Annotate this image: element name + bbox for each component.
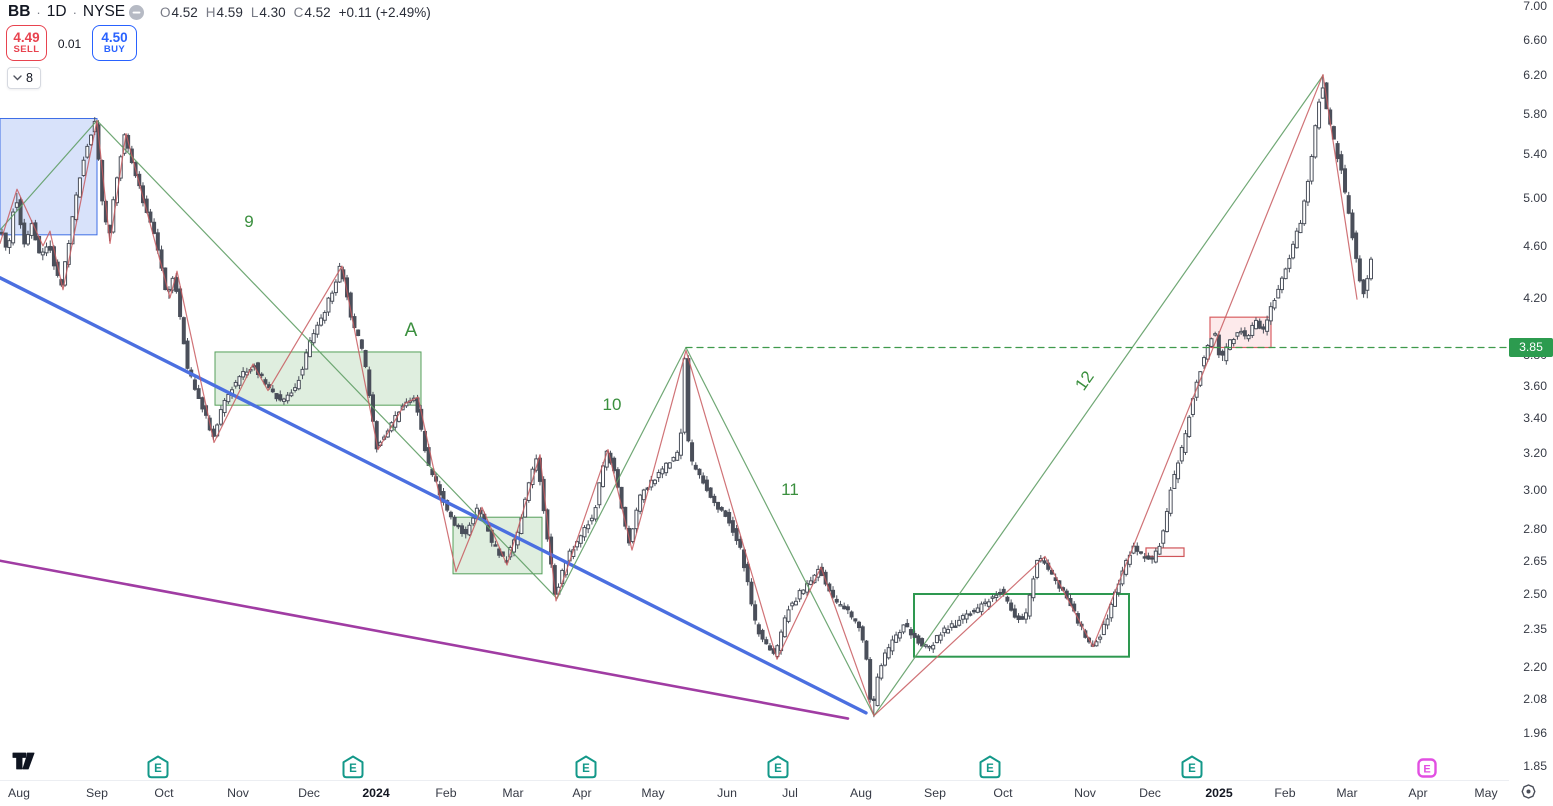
trendline-purple[interactable] — [0, 559, 850, 720]
time-tick-mar: Mar — [1336, 786, 1358, 800]
earnings-icon[interactable]: E — [342, 755, 365, 784]
earnings-icon[interactable]: E — [1181, 755, 1204, 784]
buy-button[interactable]: 4.50 BUY — [92, 25, 137, 61]
price-axis[interactable]: 7.006.606.205.805.405.004.604.203.803.60… — [1509, 0, 1553, 780]
price-tick: 3.20 — [1523, 446, 1547, 461]
price-tick: 5.00 — [1523, 191, 1547, 206]
time-tick-may: May — [641, 786, 665, 800]
earnings-icon[interactable]: E — [767, 755, 790, 784]
time-tick-2024: 2024 — [362, 786, 390, 800]
bar-replay-count-button[interactable]: 8 — [7, 67, 41, 89]
price-tick: 2.08 — [1523, 692, 1547, 706]
svg-text:E: E — [349, 763, 357, 775]
earnings-icon[interactable]: E — [1417, 758, 1437, 783]
price-tick: 7.00 — [1523, 0, 1547, 14]
svg-text:E: E — [1188, 763, 1196, 775]
svg-text:E: E — [154, 763, 162, 775]
price-tick: 3.60 — [1523, 378, 1547, 393]
open-value: 4.52 — [171, 5, 198, 20]
interval-label: 1D — [46, 3, 67, 20]
gear-icon[interactable] — [1521, 784, 1536, 804]
time-tick-sep: Sep — [924, 786, 946, 800]
earnings-icon[interactable]: E — [979, 755, 1002, 784]
separator-dot: · — [36, 4, 41, 20]
price-tick: 4.20 — [1523, 290, 1547, 305]
time-tick-nov: Nov — [227, 786, 249, 800]
green-box-autumn[interactable] — [913, 593, 1130, 658]
svg-text:E: E — [986, 763, 994, 775]
time-tick-dec: Dec — [1139, 786, 1161, 800]
price-tick: 4.60 — [1523, 238, 1547, 253]
trendline-blue[interactable] — [0, 276, 868, 715]
time-tick-aug: Aug — [8, 786, 30, 800]
time-axis[interactable]: Aug Sep Oct Nov Dec 2024 Feb Mar Apr May Jun Jul Aug… — [0, 780, 1553, 806]
price-level-label: 3.85 — [1509, 338, 1553, 357]
wave-label-11: 11 — [781, 479, 799, 499]
sell-button[interactable]: 4.49 SELL — [6, 25, 47, 61]
axis-corner — [1509, 780, 1553, 806]
price-tick: 2.50 — [1523, 587, 1547, 601]
time-tick-apr: Apr — [572, 786, 592, 800]
price-tick: 2.65 — [1523, 553, 1547, 568]
time-tick-apr: Apr — [1408, 786, 1428, 800]
time-tick-oct: Oct — [154, 786, 174, 800]
wave-zigzag-green[interactable] — [0, 74, 1324, 717]
sell-price: 4.49 — [13, 29, 40, 45]
wave-label-10: 10 — [602, 395, 622, 415]
red-box-small[interactable] — [1145, 547, 1185, 558]
time-tick-dec: Dec — [298, 786, 320, 800]
time-tick-mar: Mar — [502, 786, 524, 800]
ohlc-values: O4.52 H4.59 L4.30 C4.52 +0.11 (+2.49%) — [160, 5, 431, 20]
svg-text:E: E — [582, 763, 590, 775]
high-value: 4.59 — [216, 5, 243, 20]
earnings-icon[interactable]: E — [147, 755, 170, 784]
green-box-nov[interactable] — [214, 351, 422, 406]
svg-text:E: E — [774, 763, 782, 775]
price-tick: 6.60 — [1523, 32, 1547, 47]
pivot-zigzag-red[interactable] — [0, 73, 1358, 717]
chevron-down-icon — [13, 75, 22, 81]
price-tick: 6.20 — [1523, 68, 1547, 83]
close-value: 4.52 — [304, 5, 331, 20]
minus-circle-icon[interactable] — [129, 5, 144, 20]
wave-label-9: 9 — [244, 211, 254, 231]
buy-price: 4.50 — [101, 29, 128, 45]
price-tick: 3.00 — [1523, 482, 1547, 497]
time-tick-feb: Feb — [435, 786, 457, 800]
price-tick: 1.85 — [1523, 758, 1547, 773]
change-value: +0.11 (+2.49%) — [338, 5, 431, 20]
time-tick-may: May — [1474, 786, 1498, 800]
time-tick-sep: Sep — [86, 786, 108, 800]
time-tick-oct: Oct — [993, 786, 1013, 800]
earnings-icon[interactable]: E — [575, 755, 598, 784]
price-tick: 5.40 — [1523, 147, 1547, 162]
time-tick-2025: 2025 — [1205, 786, 1233, 800]
time-tick-aug: Aug — [850, 786, 872, 800]
wave-label-a: A — [404, 320, 418, 342]
price-tick: 5.80 — [1523, 106, 1547, 121]
time-tick-jul: Jul — [782, 786, 798, 800]
price-tick: 3.40 — [1523, 411, 1547, 426]
price-tick: 1.96 — [1523, 725, 1547, 740]
svg-text:E: E — [1423, 763, 1430, 775]
separator-dot: · — [72, 4, 77, 20]
symbol-name: BB — [8, 3, 31, 20]
price-tick: 2.80 — [1523, 522, 1547, 537]
spread-value: 0.01 — [57, 37, 82, 51]
time-tick-feb: Feb — [1274, 786, 1296, 800]
exchange-label: NYSE — [82, 3, 126, 20]
tradingview-logo[interactable] — [12, 752, 35, 775]
symbol-header[interactable]: BB · 1D · NYSE — [8, 3, 125, 21]
price-tick: 2.35 — [1523, 622, 1547, 637]
price-tick: 2.20 — [1523, 659, 1547, 674]
time-tick-nov: Nov — [1074, 786, 1096, 800]
time-tick-jun: Jun — [717, 786, 737, 800]
low-value: 4.30 — [259, 5, 286, 20]
